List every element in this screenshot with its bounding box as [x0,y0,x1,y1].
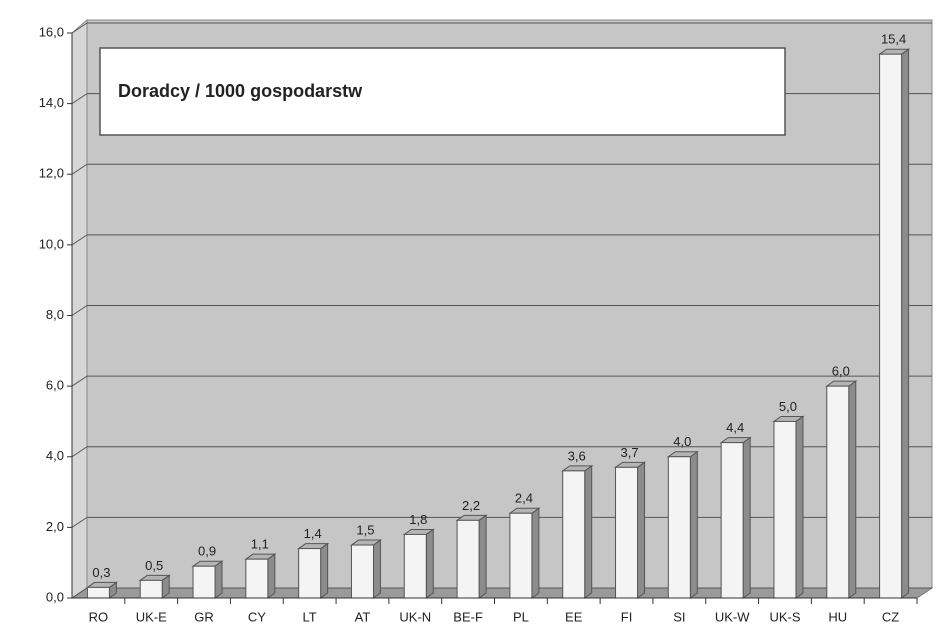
y-tick-label: 6,0 [46,378,64,393]
bar [826,385,850,599]
bar-side [689,450,698,599]
y-tick-label: 4,0 [46,448,64,463]
x-tick-label: FI [621,609,633,624]
x-tick-label: CY [248,609,266,624]
grid-line [71,446,88,458]
value-label: 0,9 [198,544,216,559]
bar-side [637,461,646,599]
x-tick-label: UK-S [769,609,800,624]
x-tick-label: CZ [882,609,899,624]
bar [720,442,744,599]
bar [456,519,480,599]
bar [298,548,322,599]
bar [403,533,427,599]
x-tick-label: HU [828,609,847,624]
bar-side [531,507,540,599]
bar [667,456,691,599]
y-tick-label: 12,0 [39,166,64,181]
bar-side [478,514,487,599]
grid-line [71,305,88,316]
bar-side [267,553,276,599]
grid-line [71,516,88,528]
bar-side [901,48,910,599]
bars [85,48,911,599]
bar-side [584,464,593,599]
bar [350,544,374,599]
value-label: 3,6 [568,448,586,463]
bar [562,470,586,599]
grid-line [71,375,88,387]
x-tick-label: BE-F [453,609,483,624]
bar [615,466,639,599]
value-label: 1,4 [304,526,322,541]
value-label: 6,0 [832,364,850,379]
y-tick-label: 0,0 [46,589,64,604]
value-label: 0,5 [145,558,163,573]
bar [509,512,533,599]
bar [245,558,269,599]
bar [773,420,797,599]
bar-side [214,560,223,599]
value-label: 4,4 [726,420,744,435]
y-tick-label: 2,0 [46,519,64,534]
grid-line [71,93,88,105]
value-label: 1,1 [251,537,269,552]
value-label: 0,3 [92,565,110,580]
bar-side [320,542,329,599]
grid-line [71,22,88,34]
grid-line [71,234,88,246]
y-tick-label: 10,0 [39,236,64,251]
x-tick-label: SI [673,609,685,624]
value-label: 4,0 [673,434,691,449]
x-tick-label: RO [89,609,109,624]
bar-side [795,415,804,599]
bar-side [848,380,857,599]
value-label: 2,2 [462,498,480,513]
bar [192,565,216,599]
value-label: 3,7 [620,445,638,460]
bar [86,586,110,599]
bar [879,53,903,599]
x-tick-label: AT [355,609,371,624]
x-tick-label: UK-N [399,609,431,624]
bar-side [372,539,381,599]
title-box [99,47,786,136]
value-label: 1,8 [409,512,427,527]
x-tick-label: UK-W [715,609,750,624]
x-tick-label: PL [513,609,529,624]
x-tick-label: UK-E [136,609,167,624]
y-tick-label: 16,0 [39,24,64,39]
value-label: 1,5 [356,522,374,537]
value-label: 2,4 [515,491,533,506]
side-wall [71,18,88,599]
value-label: 5,0 [779,399,797,414]
chart-title: Doradcy / 1000 gospodarstw [118,81,363,101]
y-tick-label: 14,0 [39,95,64,110]
bar [139,579,163,599]
x-tick-label: EE [565,609,583,624]
value-label: 15,4 [881,32,906,47]
y-tick-label: 8,0 [46,307,64,322]
bar-side [425,528,434,599]
bar-side [742,436,751,599]
grid-line [71,163,88,175]
grid-line [71,587,88,599]
x-tick-label: GR [194,609,214,624]
x-tick-label: LT [303,609,317,624]
